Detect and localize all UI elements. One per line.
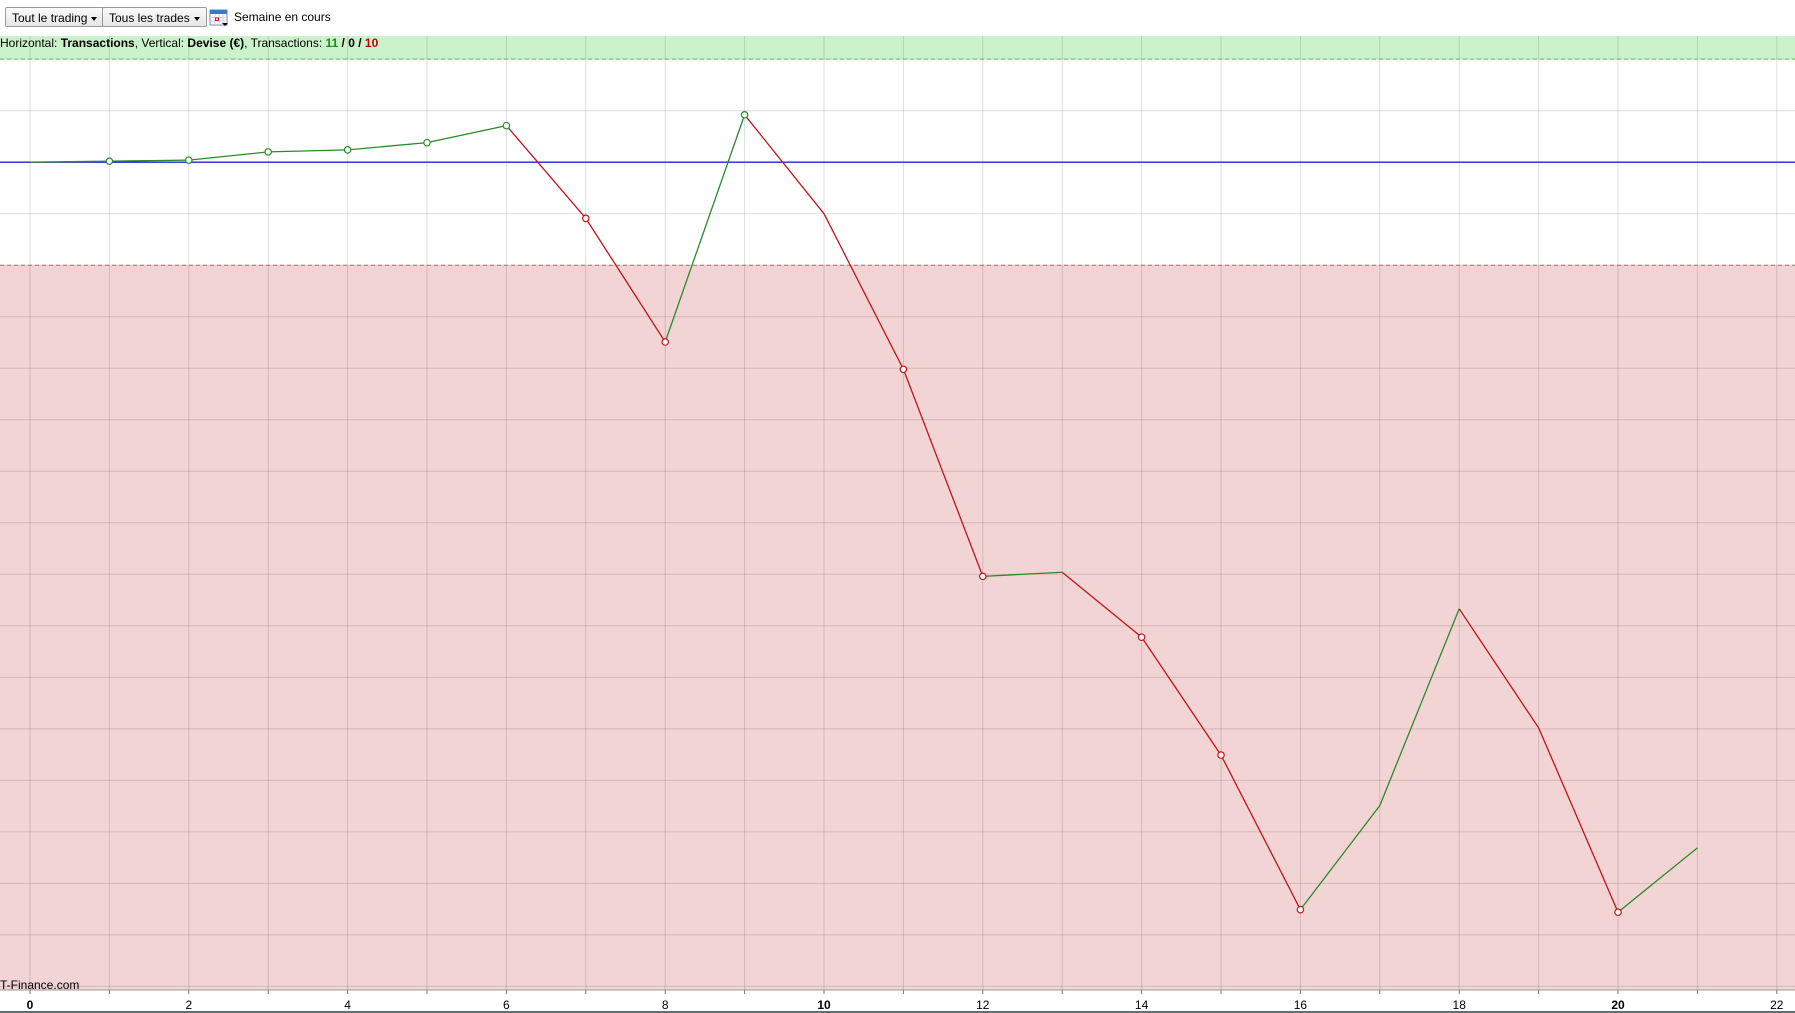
period-label[interactable]: Semaine en cours <box>234 10 331 24</box>
data-point <box>423 138 431 147</box>
series-segment <box>1617 847 1698 913</box>
data-point <box>1296 905 1305 914</box>
even-count: 0 <box>348 36 355 50</box>
chevron-down-icon <box>91 16 98 21</box>
series-segment <box>347 141 428 151</box>
data-point <box>1137 633 1146 641</box>
x-tick-label: 18 <box>1453 998 1467 1012</box>
chart-info-bar: Horizontal: Transactions, Vertical: Devi… <box>0 36 1795 59</box>
x-tick-label: 0 <box>27 998 34 1012</box>
toolbar: Tout le trading Tous les trades Semaine … <box>0 0 1795 35</box>
data-point <box>581 214 590 223</box>
series-segment <box>902 369 984 577</box>
x-tick-label: 22 <box>1770 998 1784 1012</box>
series-segment <box>1299 805 1381 911</box>
x-tick-label: 2 <box>185 998 192 1012</box>
brand-watermark: T-Finance.com <box>0 978 80 992</box>
series-segment <box>664 114 746 343</box>
calendar-icon[interactable] <box>209 8 229 26</box>
x-tick-label: 20 <box>1611 998 1625 1012</box>
x-tick-label: 12 <box>976 998 990 1012</box>
data-point <box>1614 908 1622 917</box>
horizontal-axis-value: Transactions <box>60 36 135 50</box>
profit-zone <box>0 36 1795 60</box>
x-tick-label: 10 <box>817 998 831 1012</box>
separator: / <box>338 36 349 50</box>
series-segment <box>426 124 507 144</box>
x-tick-label: 8 <box>662 998 669 1012</box>
data-point <box>343 146 352 154</box>
data-point <box>978 572 987 581</box>
trades-dropdown[interactable]: Tous les trades <box>102 7 207 27</box>
chevron-down-icon <box>193 16 200 21</box>
series-segment <box>268 149 348 153</box>
data-point <box>899 365 908 374</box>
data-point <box>1217 751 1225 759</box>
data-point <box>740 111 749 119</box>
data-point <box>105 157 114 165</box>
x-tick-label: 4 <box>344 998 351 1012</box>
v-prefix: , Vertical: <box>134 36 188 50</box>
series-segment <box>1141 636 1222 756</box>
trades-dropdown-label: Tous les trades <box>109 11 190 25</box>
series-segment <box>188 151 269 161</box>
data-point <box>264 148 273 156</box>
series-segment <box>109 159 189 162</box>
wins-count: 11 <box>325 36 339 50</box>
x-tick-label: 16 <box>1294 998 1308 1012</box>
series-segment <box>1458 608 1540 729</box>
series-segment <box>744 114 825 215</box>
series-segment <box>1220 754 1301 910</box>
data-point <box>661 338 670 346</box>
series-segment <box>1061 571 1143 638</box>
series-segment <box>982 571 1063 578</box>
vertical-axis-value: Devise (€) <box>187 36 245 50</box>
separator: / <box>354 36 365 50</box>
series-segment <box>1538 727 1619 913</box>
scope-dropdown-label: Tout le trading <box>12 11 88 25</box>
x-tick-label: 6 <box>503 998 510 1012</box>
data-point <box>185 156 193 164</box>
h-prefix: Horizontal: <box>0 36 61 50</box>
series-segment <box>585 218 666 343</box>
series-segment <box>823 213 904 370</box>
losses-count: 10 <box>364 36 379 50</box>
series-segment <box>1379 608 1460 806</box>
series-segment <box>505 125 587 219</box>
series-segment <box>29 160 110 163</box>
loss-zone <box>0 265 1795 990</box>
data-point <box>502 121 511 130</box>
t-prefix: , Transactions: <box>244 36 326 50</box>
x-tick-label: 14 <box>1135 998 1149 1012</box>
